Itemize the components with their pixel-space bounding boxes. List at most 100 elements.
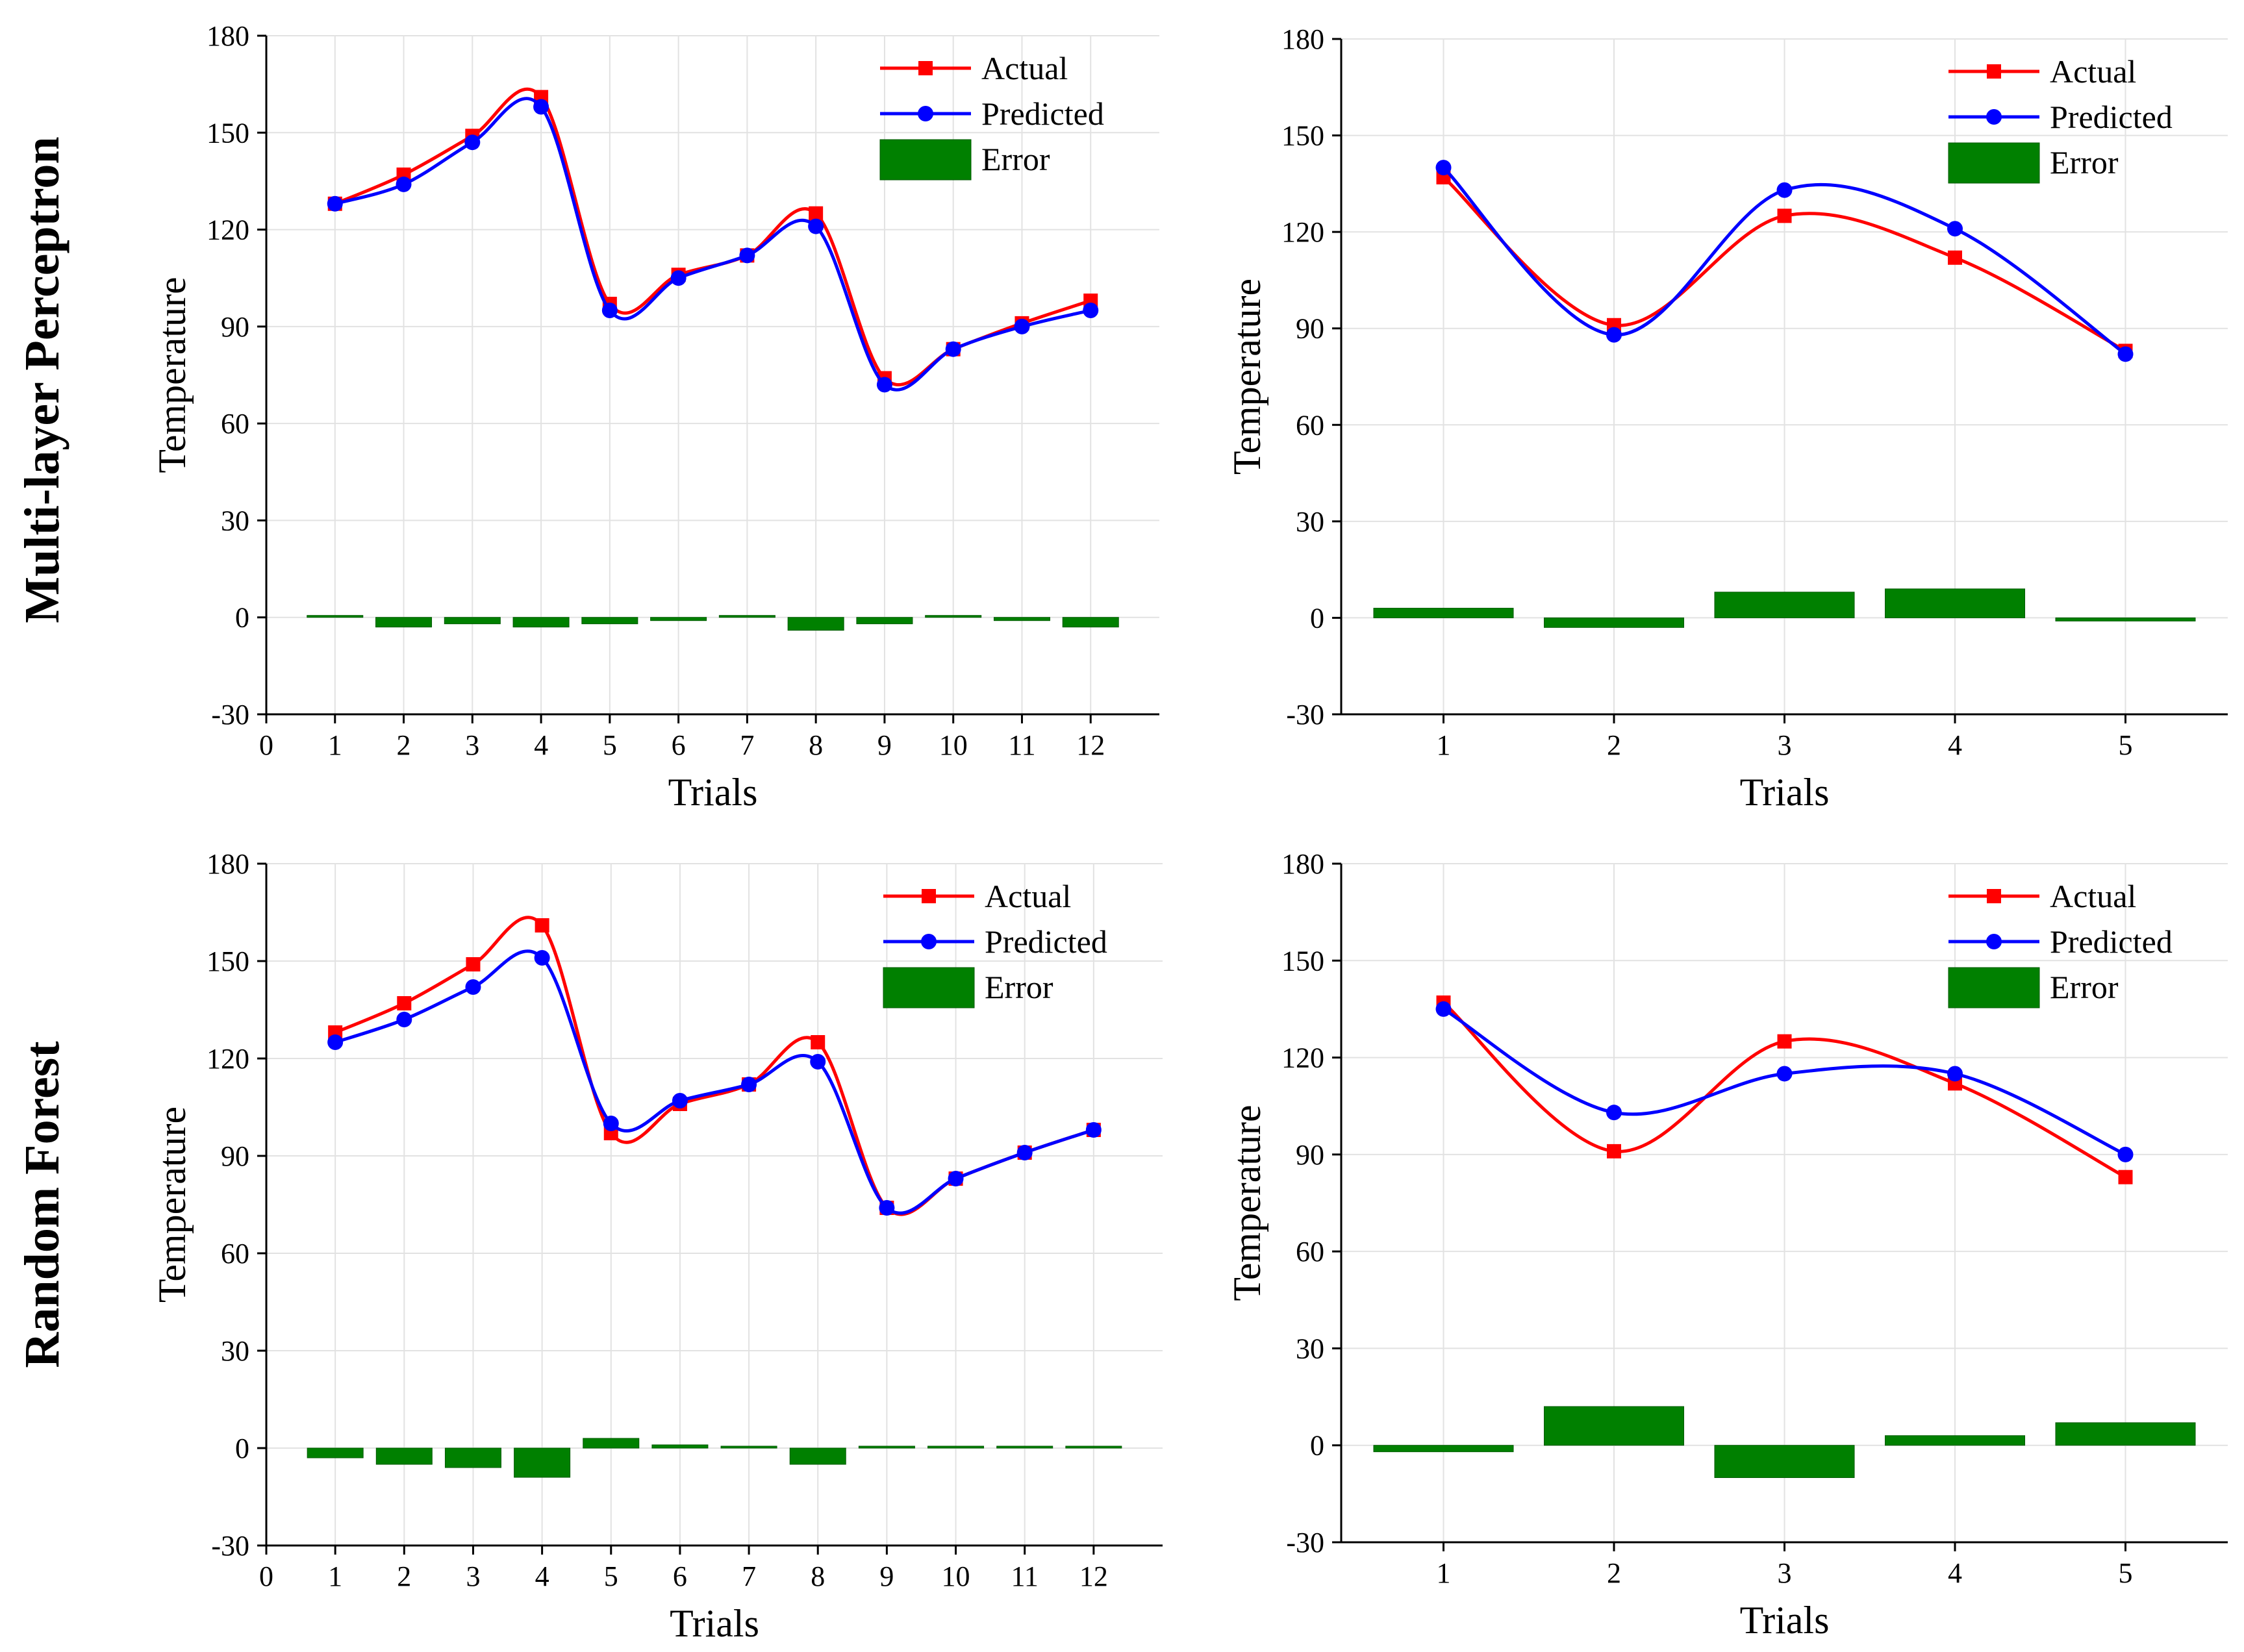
y-tick-label: 90 xyxy=(1296,1139,1324,1171)
x-tick-label: 4 xyxy=(1948,729,1962,761)
x-tick-label: 2 xyxy=(397,1560,411,1592)
error-bar xyxy=(2055,617,2196,621)
legend-marker-predicted xyxy=(1986,109,2002,125)
predicted-point xyxy=(1085,1122,1102,1138)
predicted-point xyxy=(534,950,550,966)
actual-line xyxy=(1442,1001,2126,1179)
y-tick-label: 0 xyxy=(1310,602,1324,634)
actual-point xyxy=(2118,1170,2133,1184)
y-tick-label: 30 xyxy=(221,1335,249,1367)
y-tick-label: 60 xyxy=(221,408,249,440)
y-tick-label: 150 xyxy=(1281,120,1324,152)
predicted-point xyxy=(1947,1066,1963,1082)
x-tick-label: 11 xyxy=(1008,729,1035,761)
error-bar xyxy=(581,617,638,625)
error-bar xyxy=(650,617,707,621)
predicted-point xyxy=(1014,318,1030,334)
legend-label-error: Error xyxy=(2050,144,2119,181)
predicted-point xyxy=(670,270,687,286)
predicted-point xyxy=(945,341,961,357)
y-tick-label: 30 xyxy=(221,505,249,536)
legend-marker-actual xyxy=(1987,64,2001,79)
predicted-point xyxy=(808,218,824,234)
predicted-point xyxy=(1776,182,1793,198)
y-tick-label: 150 xyxy=(207,117,249,149)
y-tick-label: 120 xyxy=(207,1043,249,1075)
error-bar xyxy=(1544,617,1684,628)
x-tick-label: 5 xyxy=(603,729,617,761)
legend: Actual Predicted Error xyxy=(883,878,1107,1008)
x-axis-title: Trials xyxy=(668,771,758,814)
error-bar xyxy=(1062,617,1119,628)
x-tick-label: 0 xyxy=(259,729,273,761)
predicted-point xyxy=(1606,327,1622,343)
predicted-point xyxy=(603,1116,619,1131)
x-tick-label: 2 xyxy=(397,729,411,761)
y-tick-label: 30 xyxy=(1296,506,1324,538)
y-tick-label: 90 xyxy=(221,311,249,343)
actual-point xyxy=(1948,250,1962,265)
y-tick-label: 0 xyxy=(235,602,249,634)
error-bar xyxy=(787,617,844,631)
y-tick-label: 180 xyxy=(1281,848,1324,880)
predicted-point xyxy=(396,1012,412,1027)
x-tick-label: 3 xyxy=(465,729,479,761)
x-tick-label: 2 xyxy=(1607,1557,1621,1589)
x-axis-title: Trials xyxy=(1740,1599,1830,1642)
legend-label-actual: Actual xyxy=(2050,53,2136,90)
error-bar xyxy=(514,1447,571,1478)
legend-swatch-error xyxy=(1948,142,2040,184)
error-bar xyxy=(444,617,501,625)
x-tick-label: 4 xyxy=(534,729,548,761)
x-tick-label: 5 xyxy=(604,1560,618,1592)
x-tick-label: 5 xyxy=(2119,1557,2133,1589)
predicted-point xyxy=(739,247,755,264)
legend-label-error: Error xyxy=(2050,969,2119,1005)
x-tick-label: 7 xyxy=(740,729,754,761)
y-tick-label: 30 xyxy=(1296,1333,1324,1364)
legend: Actual Predicted Error xyxy=(879,50,1104,181)
legend-marker-actual xyxy=(1987,889,2001,903)
predicted-point xyxy=(1083,302,1099,318)
error-bar xyxy=(1373,608,1514,618)
legend-swatch-error xyxy=(1948,967,2040,1008)
predicted-point xyxy=(465,979,481,995)
legend-marker-predicted xyxy=(918,106,933,121)
actual-point xyxy=(1777,1034,1792,1049)
error-bar xyxy=(651,1444,709,1449)
x-axis-title: Trials xyxy=(670,1602,759,1645)
predicted-point xyxy=(1435,1001,1452,1017)
error-bar xyxy=(1714,1445,1855,1478)
error-bar xyxy=(375,617,433,628)
error-bar xyxy=(512,617,570,628)
legend-label-predicted: Predicted xyxy=(985,923,1107,960)
predicted-point xyxy=(327,195,343,212)
y-tick-label: 150 xyxy=(207,945,249,977)
error-bar xyxy=(307,615,364,618)
predicted-point xyxy=(601,302,618,318)
x-tick-label: 10 xyxy=(942,1560,970,1592)
x-tick-label: 4 xyxy=(1948,1557,1962,1589)
error-bar xyxy=(1373,1445,1514,1453)
actual-point xyxy=(535,918,549,932)
y-tick-label: 60 xyxy=(1296,1236,1324,1268)
y-tick-label: 120 xyxy=(1281,1042,1324,1074)
legend: Actual Predicted Error xyxy=(1948,53,2173,184)
x-tick-label: 9 xyxy=(879,1560,894,1592)
error-bar xyxy=(927,1446,985,1449)
x-tick-label: 9 xyxy=(877,729,892,761)
legend-marker-actual xyxy=(918,61,933,75)
legend-label-predicted: Predicted xyxy=(2050,923,2173,960)
x-tick-label: 6 xyxy=(673,1560,687,1592)
y-tick-label: 120 xyxy=(207,214,249,246)
row-label-random-forest: Random Forest xyxy=(15,1041,69,1368)
error-bar xyxy=(307,1447,364,1458)
y-tick-label: 180 xyxy=(207,20,249,52)
x-tick-label: 1 xyxy=(1437,729,1451,761)
y-tick-label: 0 xyxy=(235,1433,249,1464)
chart-panel-2: -30 0 30 60 90 120 150 180 1 2 3 4 5 Trials Temperatur… xyxy=(1226,23,2228,814)
predicted-point xyxy=(464,134,481,151)
y-tick-label: 90 xyxy=(1296,313,1324,345)
